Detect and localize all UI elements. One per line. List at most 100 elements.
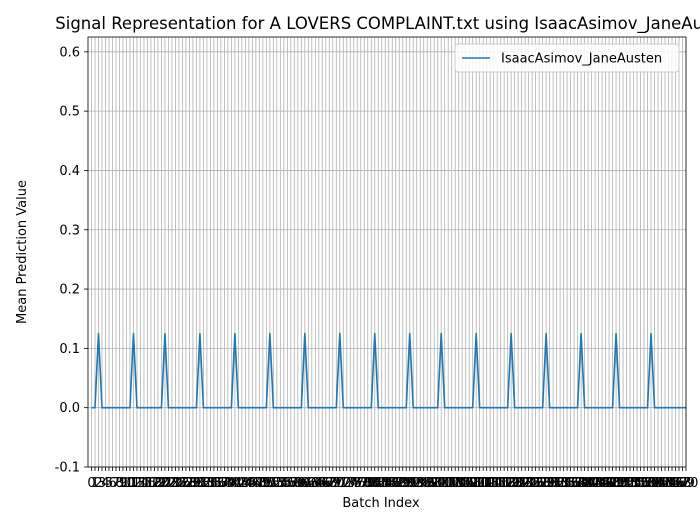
x-tick-label: 19: [150, 476, 167, 491]
x-tick-label: 34: [202, 476, 219, 491]
x-tick-label: 0: [87, 476, 95, 491]
x-tick-label: 169: [670, 476, 695, 491]
chart-title: Signal Representation for A LOVERS COMPL…: [55, 14, 700, 34]
x-tick-label: 121: [502, 476, 527, 491]
x-tick-label: 145: [586, 476, 611, 491]
x-tick-label: 79: [359, 476, 376, 491]
x-tick-label: 68: [321, 476, 338, 491]
x-tick-label: 75: [346, 476, 363, 491]
x-tick-label: 152: [611, 476, 636, 491]
x-tick-label: 61: [297, 476, 314, 491]
x-tick-label: 124: [513, 476, 538, 491]
x-tick-label: 151: [607, 476, 632, 491]
x-tick-label: 77: [352, 476, 369, 491]
y-tick-label: 0.3: [59, 223, 80, 238]
plot-frame: [87, 36, 687, 468]
x-tick-label: 137: [558, 476, 583, 491]
x-gridlines: [91, 37, 687, 467]
x-tick-label: 1: [91, 476, 99, 491]
x-tick-label: 13: [129, 476, 146, 491]
x-tick-label: 90: [398, 476, 415, 491]
x-tick-label: 130: [534, 476, 559, 491]
x-tick-label: 120: [499, 476, 524, 491]
x-tick-label: 136: [555, 476, 580, 491]
x-tick-label: 159: [635, 476, 660, 491]
x-tick-label: 135: [551, 476, 576, 491]
x-tick-label: 148: [597, 476, 622, 491]
x-tick-label: 131: [537, 476, 562, 491]
x-tick-label: 20: [153, 476, 170, 491]
x-tick-label: 2: [94, 476, 102, 491]
x-tick-label: 60: [293, 476, 310, 491]
x-tick-label: 45: [241, 476, 258, 491]
x-tick-label: 55: [276, 476, 293, 491]
y-tick-label: 0.6: [59, 45, 80, 60]
x-tick-label: 37: [213, 476, 230, 491]
x-tick-label: 154: [618, 476, 643, 491]
x-tick-label: 42: [230, 476, 247, 491]
x-tick-label: 21: [157, 476, 174, 491]
x-tick-label: 7: [112, 476, 120, 491]
x-tick-label: 134: [548, 476, 573, 491]
x-tick-label: 103: [439, 476, 464, 491]
x-tick-label: 84: [377, 476, 394, 491]
x-axis-ticks: 0123456789101112131415161718192021222324…: [87, 467, 698, 491]
y-tick-label: 0.5: [59, 105, 80, 120]
x-tick-label: 76: [349, 476, 366, 491]
x-tick-label: 81: [366, 476, 383, 491]
x-tick-label: 17: [143, 476, 160, 491]
x-tick-label: 97: [422, 476, 439, 491]
x-tick-label: 129: [530, 476, 555, 491]
x-tick-label: 123: [509, 476, 534, 491]
x-tick-label: 95: [415, 476, 432, 491]
y-axis-title: Mean Prediction Value: [15, 180, 30, 324]
x-tick-label: 115: [481, 476, 506, 491]
x-tick-label: 27: [178, 476, 195, 491]
x-tick-label: 36: [209, 476, 226, 491]
x-tick-label: 119: [495, 476, 520, 491]
x-tick-label: 23: [164, 476, 181, 491]
x-tick-label: 8: [115, 476, 123, 491]
x-tick-label: 12: [125, 476, 142, 491]
x-tick-label: 82: [370, 476, 387, 491]
x-tick-label: 41: [227, 476, 244, 491]
x-tick-label: 114: [478, 476, 503, 491]
x-tick-label: 88: [391, 476, 408, 491]
x-tick-label: 117: [488, 476, 513, 491]
x-tick-label: 94: [412, 476, 429, 491]
x-tick-label: 14: [132, 476, 149, 491]
x-tick-label: 142: [576, 476, 601, 491]
x-tick-label: 4: [101, 476, 109, 491]
x-tick-label: 64: [307, 476, 324, 491]
x-tick-label: 109: [460, 476, 485, 491]
x-tick-label: 113: [474, 476, 499, 491]
x-tick-label: 104: [443, 476, 468, 491]
x-tick-label: 96: [419, 476, 436, 491]
y-tick-label: 0.0: [59, 401, 80, 416]
x-tick-label: 43: [234, 476, 251, 491]
x-tick-label: 10: [118, 476, 135, 491]
x-tick-label: 6: [108, 476, 116, 491]
x-tick-label: 9: [119, 476, 127, 491]
x-tick-label: 161: [642, 476, 667, 491]
x-tick-label: 110: [464, 476, 489, 491]
x-tick-label: 143: [579, 476, 604, 491]
x-tick-label: 72: [335, 476, 352, 491]
x-tick-label: 74: [342, 476, 359, 491]
x-tick-label: 51: [262, 476, 279, 491]
x-tick-label: 170: [674, 476, 699, 491]
x-tick-label: 100: [429, 476, 454, 491]
x-tick-label: 46: [244, 476, 261, 491]
x-tick-label: 92: [405, 476, 422, 491]
x-tick-label: 35: [206, 476, 223, 491]
x-tick-label: 29: [185, 476, 202, 491]
x-tick-label: 112: [471, 476, 496, 491]
x-tick-label: 11: [122, 476, 139, 491]
x-tick-label: 69: [325, 476, 342, 491]
series-layer: [91, 332, 686, 409]
x-tick-label: 53: [269, 476, 286, 491]
x-tick-label: 140: [569, 476, 594, 491]
x-tick-label: 166: [660, 476, 685, 491]
x-tick-label: 50: [258, 476, 275, 491]
y-axis-ticks: -0.1 0.0 0.1 0.2 0.3 0.4 0.5 0.6: [55, 45, 88, 476]
